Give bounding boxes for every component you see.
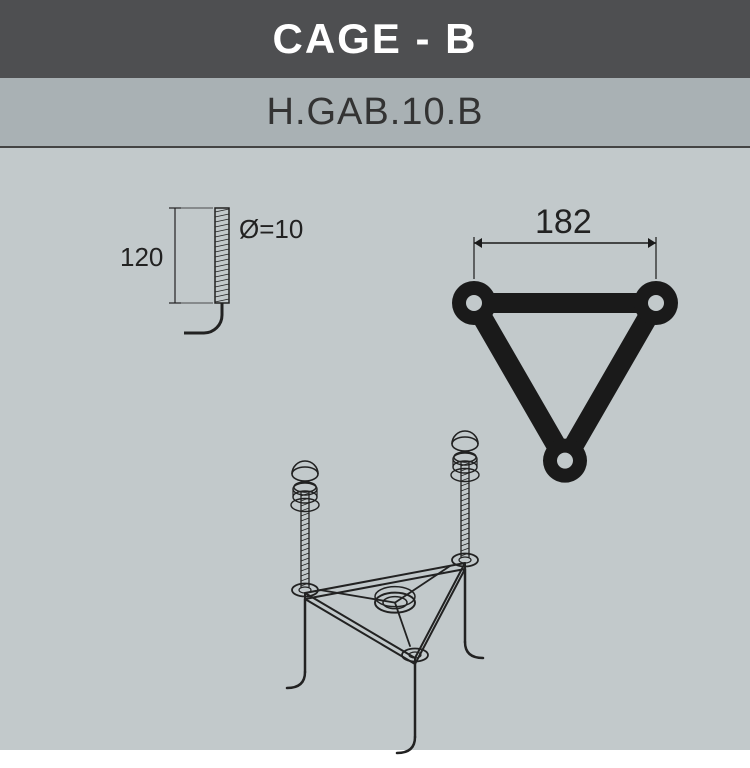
bolt-height-label: 120 (120, 242, 163, 273)
product-code: H.GAB.10.B (267, 91, 484, 134)
diagram-canvas: 120 Ø=10 182 (0, 148, 750, 750)
product-title: CAGE - B (273, 15, 478, 63)
title-bar: CAGE - B (0, 0, 750, 78)
triangle-width-label: 182 (535, 203, 592, 242)
code-bar: H.GAB.10.B (0, 78, 750, 148)
bolt-diameter-label: Ø=10 (239, 214, 303, 245)
cage-assembly-drawing (210, 428, 590, 768)
